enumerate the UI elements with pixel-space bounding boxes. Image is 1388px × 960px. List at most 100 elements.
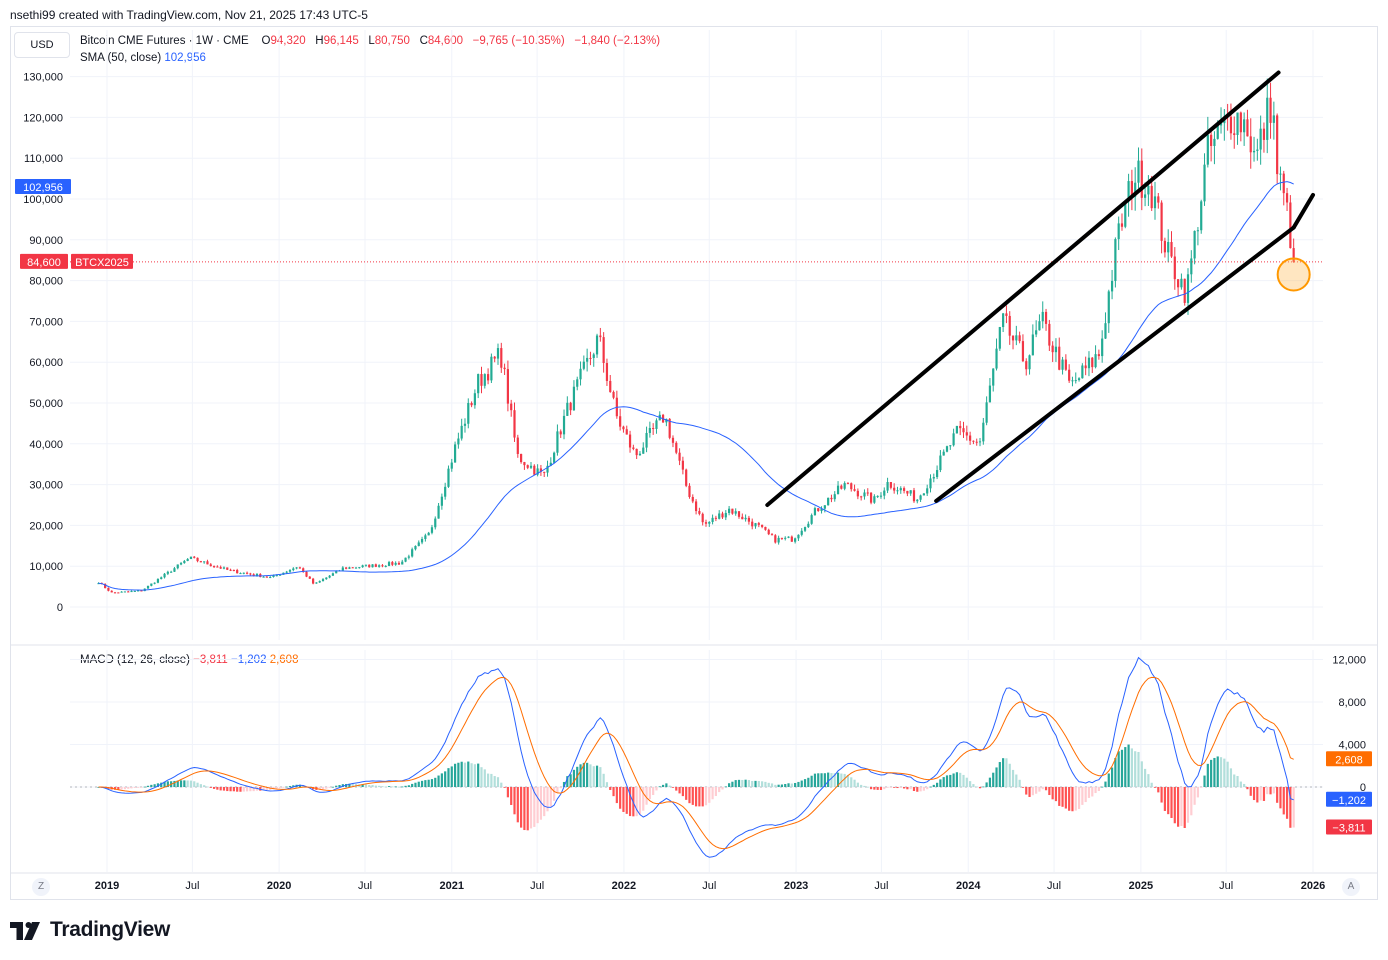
timezone-button[interactable]: Z: [32, 878, 50, 896]
macd-histogram-bar: [1140, 761, 1143, 787]
tradingview-logo[interactable]: TradingView: [10, 918, 170, 942]
candle-body: [298, 567, 302, 569]
macd-histogram-bar: [470, 763, 473, 787]
candle-body: [817, 508, 820, 511]
currency-button[interactable]: USD: [14, 32, 70, 58]
macd-histogram-bar: [1170, 787, 1173, 818]
macd-histogram-bar: [467, 761, 470, 787]
macd-histogram-bar: [1160, 787, 1163, 803]
candle-body: [985, 402, 988, 423]
macd-histogram-bar: [265, 787, 268, 791]
macd-histogram-bar: [193, 781, 196, 787]
macd-histogram-bar: [757, 780, 760, 787]
candle-body: [447, 468, 450, 487]
candle-body: [896, 490, 899, 492]
candle-body: [107, 587, 110, 591]
time-tick-label: 2020: [267, 880, 291, 892]
candle-body: [113, 592, 117, 594]
candle-body: [1114, 239, 1117, 281]
sma-legend[interactable]: SMA (50, close) 102,956: [80, 52, 206, 64]
macd-histogram-bar: [298, 784, 302, 787]
candle-body: [516, 437, 519, 454]
macd-histogram-bar: [232, 787, 235, 792]
macd-histogram-bar: [1137, 751, 1140, 787]
macd-histogram-bar: [728, 783, 731, 787]
macd-histogram-bar: [589, 764, 592, 787]
candle-body: [470, 403, 473, 406]
macd-histogram-bar: [711, 787, 714, 800]
macd-histogram-bar: [843, 773, 846, 787]
candle-body: [1203, 164, 1206, 202]
macd-histogram-bar: [774, 784, 777, 787]
macd-histogram-bar: [810, 775, 813, 787]
macd-histogram-bar: [1223, 758, 1226, 787]
macd-histogram-bar: [384, 786, 387, 788]
macd-histogram-bar: [120, 787, 123, 790]
macd-histogram-bar: [1097, 787, 1100, 792]
candle-body: [638, 453, 642, 456]
macd-histogram-bar: [658, 786, 661, 788]
macd-histogram-bar: [529, 787, 533, 829]
candle-body: [1157, 196, 1160, 203]
chart-attribution: nsethi99 created with TradingView.com, N…: [10, 8, 368, 22]
candle-body: [645, 432, 648, 448]
macd-tick-label: 4,000: [1338, 740, 1366, 752]
macd-histogram-bar: [586, 762, 589, 787]
macd-histogram-bar: [1200, 787, 1203, 788]
candle-body: [203, 561, 206, 563]
candle-body: [295, 567, 298, 569]
candle-body: [226, 567, 229, 570]
candle-body: [473, 393, 476, 406]
candle-body: [774, 535, 777, 543]
macd-histogram-bar: [503, 787, 506, 788]
candle-body: [463, 423, 467, 426]
macd-histogram-bar: [922, 787, 925, 791]
low-value: 80,750: [374, 35, 410, 47]
candle-body: [992, 368, 995, 386]
macd-histogram-bar: [1120, 749, 1124, 787]
macd-histogram-bar: [1177, 787, 1180, 827]
macd-histogram-bar: [186, 780, 189, 787]
price-tick-label: 70,000: [29, 316, 63, 328]
candle-body: [1048, 323, 1051, 346]
auto-scale-button[interactable]: A: [1342, 878, 1360, 896]
macd-histogram-bar: [1064, 787, 1067, 809]
macd-histogram-bar: [150, 784, 153, 787]
macd-histogram-bar: [546, 787, 549, 812]
candle-body: [308, 576, 311, 579]
macd-histogram-bar: [391, 786, 394, 788]
price-legend[interactable]: Bitcoin CME Futures · 1W · CME O94,320 H…: [80, 35, 660, 47]
candle-body: [199, 561, 202, 563]
candle-body: [777, 537, 780, 543]
macd-histogram-bar: [1084, 787, 1087, 803]
macd-histogram-bar: [1186, 787, 1190, 823]
tradingview-wordmark: TradingView: [50, 918, 171, 941]
candle-body: [576, 379, 579, 387]
macd-histogram-bar: [688, 787, 691, 804]
candle-body: [873, 496, 876, 503]
candle-body: [183, 560, 186, 564]
macd-histogram-bar: [374, 785, 377, 787]
macd-histogram-bar: [453, 763, 457, 787]
candle-body: [708, 521, 711, 524]
macd-histogram-bar: [183, 780, 186, 787]
time-tick-label: Jul: [530, 880, 544, 892]
candle-body: [407, 556, 410, 558]
macd-histogram-bar: [397, 786, 401, 788]
candle-body: [1233, 133, 1236, 135]
time-tick-label: 2026: [1301, 880, 1325, 892]
macd-histogram-bar: [1110, 767, 1114, 787]
macd-histogram-bar: [602, 773, 605, 787]
candle-body: [1229, 116, 1233, 134]
macd-histogram-bar: [912, 787, 916, 792]
candle-body: [245, 572, 249, 574]
ticker-badge-bg: [71, 253, 133, 269]
macd-histogram-bar: [302, 785, 305, 787]
macd-histogram-bar: [437, 775, 440, 787]
candle-body: [1028, 355, 1031, 370]
macd-histogram-bar: [364, 784, 368, 787]
candle-body: [325, 577, 328, 580]
candle-body: [1269, 97, 1272, 123]
macd-histogram-bar: [955, 772, 959, 787]
